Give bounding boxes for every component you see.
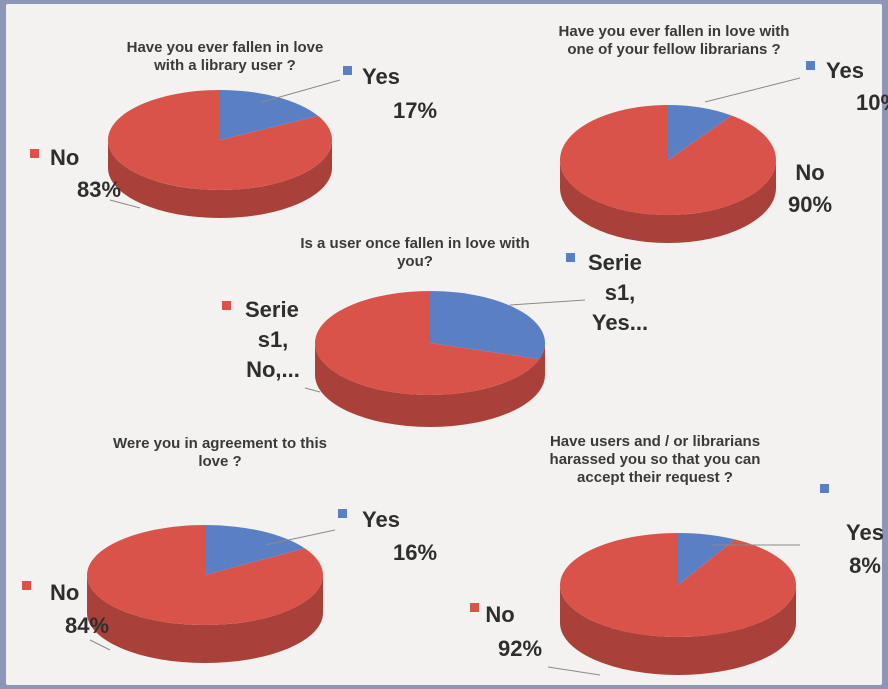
chart-title-line: love ? xyxy=(198,453,241,470)
data-value-yes: 10% xyxy=(856,90,888,115)
pie-side-no xyxy=(315,343,545,427)
data-label-no: No xyxy=(50,580,79,605)
leader-line xyxy=(89,639,111,651)
legend-marker-yes xyxy=(338,509,347,518)
data-label-yes: Serie xyxy=(588,250,642,275)
pie-side-no xyxy=(87,575,323,663)
chart-title-line: one of your fellow librarians ? xyxy=(567,41,780,58)
pie-slice-yes xyxy=(678,533,735,585)
legend-marker-yes xyxy=(806,61,815,70)
chart-title-line: harassed you so that you can xyxy=(550,451,761,468)
legend-marker-yes xyxy=(343,66,352,75)
legend-marker-no xyxy=(222,301,231,310)
leader-line xyxy=(109,199,141,209)
data-value-yes: 16% xyxy=(393,540,437,565)
chart-title-line: Have you ever fallen in love xyxy=(127,39,324,56)
data-label-no: No xyxy=(485,602,514,627)
data-label-yes: Yes... xyxy=(592,310,648,335)
chart-title-line: Have you ever fallen in love with xyxy=(559,23,790,40)
legend-marker-no xyxy=(30,149,39,158)
data-label-yes: Yes xyxy=(846,520,884,545)
data-value-no: 84% xyxy=(65,613,109,638)
data-label-no: No xyxy=(50,145,79,170)
legend-marker-no xyxy=(22,581,31,590)
data-value-no: 83% xyxy=(77,177,121,202)
data-label-no: s1, xyxy=(258,327,289,352)
chart-title-line: Have users and / or librarians xyxy=(550,433,760,450)
pie-side-no xyxy=(560,160,776,243)
legend-marker-yes xyxy=(820,484,829,493)
pie-side-no xyxy=(560,585,796,675)
pie-slice-yes xyxy=(430,291,545,360)
data-label-no: Serie xyxy=(245,297,299,322)
data-label-no: No xyxy=(795,160,824,185)
pie-slice-yes xyxy=(220,89,319,140)
data-label-no: No,... xyxy=(246,357,300,382)
data-value-no: 92% xyxy=(498,636,542,661)
leader-line xyxy=(547,666,601,676)
chart-title-line: you? xyxy=(397,253,433,270)
pie-side-no xyxy=(108,140,332,218)
chart-title-line: accept their request ? xyxy=(577,469,733,486)
data-label-yes: Yes xyxy=(826,58,864,83)
data-label-yes: Yes xyxy=(362,507,400,532)
leader-line xyxy=(264,529,336,546)
leader-line xyxy=(704,77,801,103)
leader-line xyxy=(304,387,321,393)
pie-slice-yes xyxy=(205,525,305,575)
chart-title-line: Were you in agreement to this xyxy=(113,435,327,452)
chart-title-line: with a library user ? xyxy=(153,57,296,74)
data-label-yes: s1, xyxy=(605,280,636,305)
chart-title-line: Is a user once fallen in love with xyxy=(300,235,529,252)
legend-marker-no xyxy=(470,603,479,612)
data-value-yes: 8% xyxy=(849,553,881,578)
leader-line xyxy=(261,79,341,103)
data-value-yes: 17% xyxy=(393,98,437,123)
leader-line xyxy=(509,299,586,306)
pie-slice-no xyxy=(559,533,796,637)
legend-marker-yes xyxy=(566,253,575,262)
data-value-no: 90% xyxy=(788,192,832,217)
pie-slice-no xyxy=(315,291,540,396)
pie-slice-yes xyxy=(668,105,732,160)
data-label-yes: Yes xyxy=(362,64,400,89)
